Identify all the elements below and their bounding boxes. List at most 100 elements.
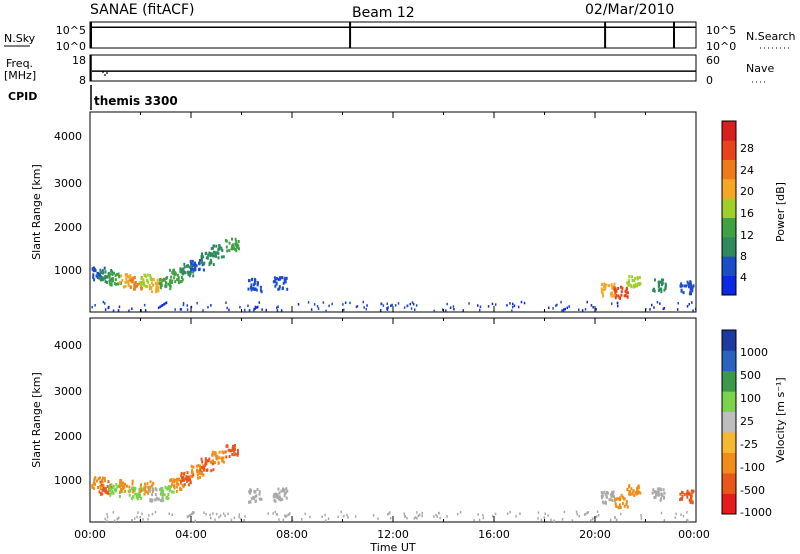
- velocity-cb-tick-neg1000: -1000: [740, 506, 772, 519]
- scatter-cell: [93, 476, 96, 480]
- ground-echo: [515, 515, 517, 518]
- scatter-cell: [132, 276, 135, 280]
- ground-echo: [106, 515, 109, 519]
- scatter-cell: [272, 495, 275, 499]
- scatter-cell: [616, 497, 619, 501]
- ground-echo: [462, 309, 464, 312]
- scatter-cell: [102, 486, 105, 490]
- scatter-cell: [250, 283, 253, 287]
- ground-echo: [512, 302, 514, 306]
- ground-echo: [387, 513, 389, 516]
- ground-echo: [410, 307, 413, 310]
- ground-echo: [317, 307, 320, 310]
- scatter-cell: [283, 278, 286, 282]
- ground-echo: [349, 301, 351, 305]
- scatter-cell: [185, 475, 188, 479]
- ground-echo: [473, 519, 475, 522]
- scatter-cell: [124, 489, 127, 493]
- freq-left-label-1: Freq.: [6, 57, 33, 70]
- power-cb-tick-8: 8: [740, 250, 747, 263]
- scatter-cell: [628, 484, 631, 487]
- scatter-cell: [200, 255, 203, 259]
- scatter-cell: [143, 273, 146, 277]
- scatter-cell: [168, 284, 171, 287]
- scatter-cell: [611, 494, 614, 498]
- ground-echo: [449, 306, 452, 309]
- ground-echo: [118, 305, 121, 309]
- scatter-cell: [222, 456, 225, 460]
- scatter-cell: [144, 284, 147, 288]
- ground-echo: [139, 516, 141, 519]
- ground-echo: [413, 517, 416, 520]
- scatter-cell: [103, 479, 106, 483]
- scatter-cell: [122, 487, 125, 491]
- ground-echo: [342, 303, 344, 306]
- ground-echo: [140, 309, 142, 312]
- scatter-cell: [256, 488, 259, 491]
- ground-echo: [106, 519, 108, 523]
- scatter-cell: [628, 274, 631, 278]
- ground-echo: [253, 308, 255, 311]
- scatter-cell: [273, 492, 276, 496]
- xtick-1600: 16:00: [478, 528, 510, 541]
- scatter-cell: [218, 247, 221, 251]
- ground-echo: [520, 300, 523, 304]
- scatter-cell: [98, 276, 101, 280]
- scatter-cell: [191, 468, 194, 472]
- scatter-cell: [231, 448, 234, 452]
- ground-echo: [280, 309, 283, 312]
- ground-echo: [344, 301, 347, 304]
- scatter-cell: [215, 244, 218, 248]
- ground-echo: [560, 300, 562, 304]
- ground-echo: [277, 305, 279, 308]
- scatter-cell: [209, 460, 212, 464]
- ground-echo: [310, 308, 313, 311]
- scatter-cell: [169, 485, 172, 489]
- scatter-cell: [659, 280, 662, 284]
- freq-trace: [90, 55, 696, 81]
- ground-echo: [346, 513, 348, 517]
- ground-echo: [214, 518, 216, 521]
- xtick-0000: 00:00: [74, 528, 106, 541]
- ground-echo: [112, 309, 115, 312]
- freq-panel-frame: [89, 54, 697, 82]
- scatter-cell: [103, 476, 106, 480]
- scatter-cell: [145, 279, 148, 283]
- scatter-cell: [130, 276, 133, 280]
- scatter-cell: [680, 288, 683, 292]
- scatter-cell: [146, 273, 149, 277]
- colorbar-segment: [722, 370, 736, 392]
- scatter-cell: [159, 286, 162, 290]
- scatter-cell: [278, 491, 281, 495]
- scatter-cell: [285, 487, 288, 491]
- ground-echo: [640, 514, 642, 517]
- scatter-cell: [624, 294, 627, 297]
- ground-echo: [186, 304, 188, 307]
- ground-echo: [686, 518, 688, 522]
- scatter-cell: [140, 488, 143, 492]
- scatter-cell: [683, 492, 686, 496]
- scatter-cell: [660, 290, 663, 294]
- scatter-cell: [110, 283, 113, 287]
- ground-echo: [494, 303, 497, 306]
- scatter-cell: [691, 489, 694, 493]
- ground-echo: [506, 512, 509, 515]
- scatter-cell: [277, 278, 280, 282]
- colorbar-segment: [722, 350, 736, 372]
- scatter-cell: [625, 502, 628, 506]
- scatter-cell: [189, 481, 192, 485]
- scatter-cell: [657, 289, 660, 292]
- ground-echo: [479, 308, 481, 312]
- ground-echo: [663, 519, 666, 522]
- scatter-cell: [189, 259, 192, 263]
- scatter-cell: [225, 245, 228, 249]
- scatter-cell: [631, 278, 634, 282]
- scatter-cell: [613, 288, 616, 292]
- scatter-cell: [96, 479, 98, 483]
- scatter-cell: [99, 484, 102, 488]
- scatter-cell: [274, 278, 277, 282]
- ground-echo: [578, 308, 580, 311]
- scatter-cell: [660, 497, 662, 501]
- scatter-cell: [653, 288, 655, 291]
- scatter-cell: [222, 451, 225, 455]
